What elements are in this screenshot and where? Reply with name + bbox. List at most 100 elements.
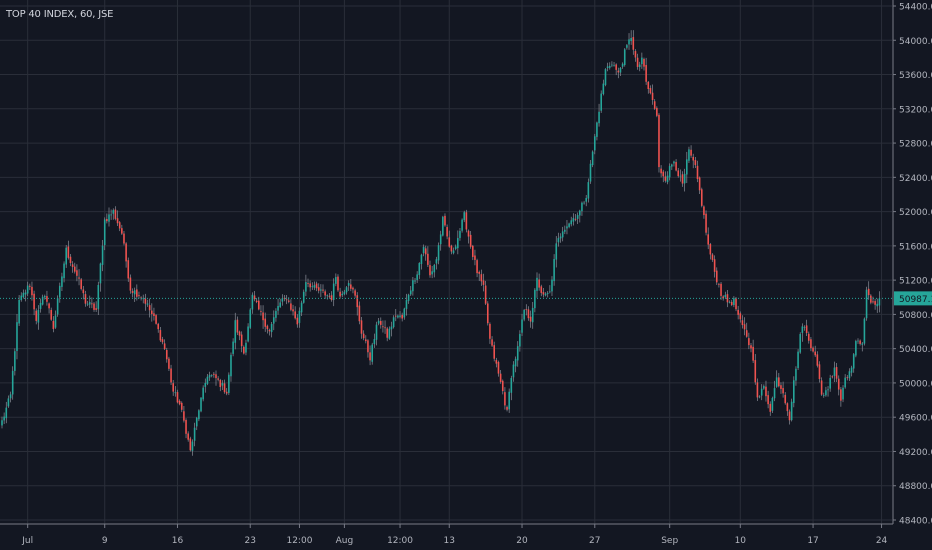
- candle: [221, 380, 224, 391]
- candle: [11, 366, 14, 400]
- candle: [275, 308, 277, 322]
- candle-body: [63, 263, 65, 279]
- candle-body: [831, 376, 834, 378]
- candle: [632, 30, 635, 55]
- candle: [418, 262, 421, 279]
- candle: [125, 242, 127, 268]
- candle-body: [228, 374, 230, 393]
- candle: [666, 171, 669, 185]
- candle: [277, 298, 279, 315]
- candle-body: [409, 290, 412, 295]
- candle: [22, 289, 25, 299]
- candle-body: [677, 170, 680, 177]
- candle: [797, 349, 799, 371]
- candle-body: [213, 373, 215, 375]
- candle: [784, 392, 787, 405]
- candle-body: [270, 323, 273, 333]
- candle: [7, 395, 10, 408]
- price-tick-label: 54400.00: [899, 3, 932, 13]
- candle: [788, 409, 791, 425]
- candle-body: [180, 402, 183, 410]
- candle: [247, 323, 249, 343]
- candle-body: [73, 266, 76, 272]
- candle: [200, 396, 202, 413]
- candle-body: [24, 292, 27, 295]
- candle: [159, 326, 162, 343]
- candle: [446, 224, 448, 240]
- candle: [91, 297, 93, 309]
- price-axis-bg: [893, 0, 932, 550]
- candle: [754, 354, 757, 385]
- candle: [234, 312, 237, 350]
- candle-body: [326, 295, 329, 297]
- candle-body: [797, 351, 799, 369]
- candle-body: [600, 93, 602, 111]
- candle: [3, 412, 5, 424]
- candle-body: [722, 296, 724, 299]
- candle: [521, 313, 523, 336]
- candle-body: [161, 339, 164, 343]
- candle: [540, 284, 543, 297]
- candle: [178, 399, 181, 406]
- candle: [44, 294, 46, 300]
- candle-body: [444, 215, 446, 226]
- candle: [671, 163, 673, 170]
- candle-body: [35, 310, 38, 321]
- candle: [805, 319, 808, 337]
- candle-body: [356, 295, 359, 308]
- candle: [52, 316, 55, 333]
- candle: [365, 335, 367, 344]
- candle: [243, 345, 245, 355]
- candle-body: [183, 411, 185, 421]
- candle-body: [384, 327, 386, 329]
- time-axis[interactable]: Jul 9 16 23 12:00 Aug 12:00 13 20 27 Sep 10 17 24: [0, 523, 932, 550]
- candle: [459, 228, 461, 241]
- candle: [114, 206, 117, 221]
- candle: [414, 277, 416, 285]
- candle-body: [46, 296, 48, 302]
- candle: [814, 345, 816, 358]
- candle: [865, 286, 868, 321]
- candle: [463, 210, 466, 223]
- candle: [46, 290, 48, 306]
- candle: [405, 293, 408, 316]
- candle: [499, 369, 502, 384]
- candle: [831, 375, 834, 379]
- candle: [782, 381, 784, 398]
- candle: [564, 225, 566, 235]
- candle-body: [91, 303, 93, 305]
- candle: [442, 215, 444, 237]
- candle-body: [165, 350, 168, 360]
- candle-body: [131, 290, 134, 293]
- candle-body: [151, 310, 153, 315]
- candle: [258, 296, 260, 311]
- candle-body: [61, 276, 63, 287]
- candle: [480, 269, 483, 286]
- candle-body: [463, 212, 466, 221]
- candle-body: [422, 246, 425, 254]
- candle-body: [159, 330, 162, 341]
- candle-body: [253, 295, 256, 300]
- candle-body: [48, 303, 50, 309]
- candle: [427, 246, 429, 268]
- candle: [264, 312, 267, 332]
- time-tick-label: 12:00: [286, 536, 312, 546]
- candle: [741, 315, 744, 329]
- candle-body: [200, 397, 202, 412]
- candle-body: [527, 309, 530, 319]
- candle-body: [715, 270, 718, 283]
- candle-body: [459, 230, 461, 238]
- candle: [756, 378, 759, 401]
- price-tick-label: 48800.00: [899, 482, 932, 492]
- candle: [65, 244, 67, 268]
- candle: [822, 392, 825, 398]
- price-axis[interactable]: 54400.00 54000.00 53600.00 53200.00 52800.00…: [892, 0, 932, 550]
- candle-body: [641, 57, 643, 65]
- candle: [1, 416, 3, 429]
- candle-body: [275, 310, 277, 318]
- candle: [127, 257, 130, 282]
- candle: [48, 302, 50, 314]
- candle-body: [632, 37, 635, 50]
